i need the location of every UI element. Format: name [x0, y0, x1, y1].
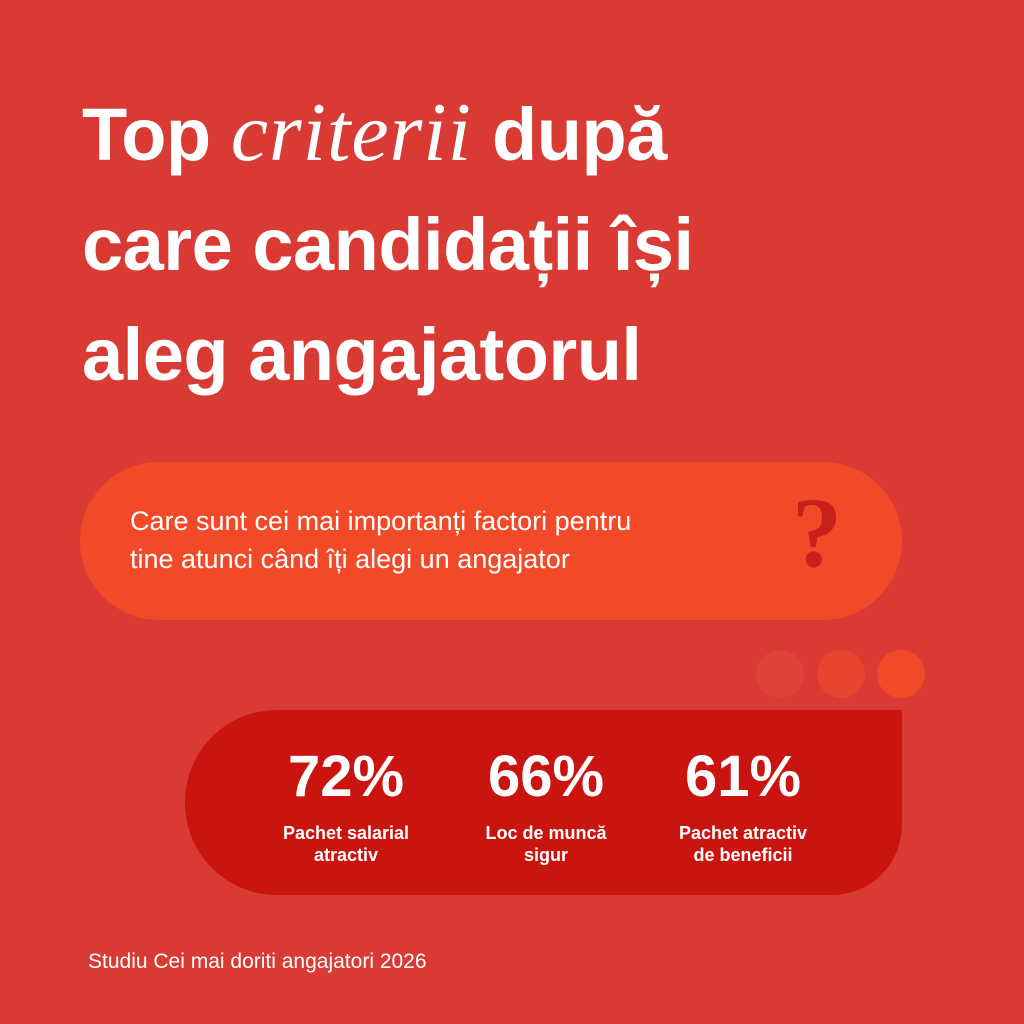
stat-label-line: Loc de muncă [485, 823, 607, 843]
title-text: după [492, 93, 667, 176]
footer: Studiu Cei mai doriti angajatori 2026 [88, 950, 427, 973]
stat-label: Loc de muncă sigur [446, 822, 646, 866]
question-line: Care sunt cei mai importanți factori pen… [130, 506, 632, 536]
title: Top criterii după care candidații își al… [82, 78, 694, 410]
title-emphasis: criterii [230, 86, 472, 179]
title-text: Top [82, 93, 211, 176]
stat-label: Pachet atractiv de beneficii [643, 822, 843, 866]
title-line: Top criterii după [82, 78, 694, 190]
stat-label-line: atractiv [313, 845, 379, 865]
stat-value: 72% [287, 744, 405, 809]
stat-value: 61% [684, 744, 802, 809]
stat-label-line: de beneficii [693, 845, 793, 865]
question-mark: ? [792, 477, 842, 588]
question-text: Care sunt cei mai importanți factori pen… [130, 502, 631, 578]
stat-value: 66% [487, 744, 605, 809]
question-line: tine atunci când îți alegi un angajator [130, 544, 570, 574]
dot [756, 650, 804, 698]
stat: 61% Pachet atractiv de beneficii [643, 742, 843, 866]
stat-label-line: Pachet salarial [282, 823, 410, 843]
stat: 66% Loc de muncă sigur [446, 742, 646, 866]
stat: 72% Pachet salarial atractiv [246, 742, 446, 866]
title-line: aleg angajatorul [82, 313, 642, 396]
dot [877, 650, 925, 698]
question-pill: Care sunt cei mai importanți factori pen… [80, 462, 902, 620]
dot [817, 650, 865, 698]
stat-label-line: Pachet atractiv [678, 823, 808, 843]
stat-label: Pachet salarial atractiv [246, 822, 446, 866]
stats-box: 72% Pachet salarial atractiv 66% Loc de munc… [185, 710, 902, 895]
stat-label-line: sigur [523, 845, 568, 865]
title-line: care candidații își [82, 203, 694, 286]
